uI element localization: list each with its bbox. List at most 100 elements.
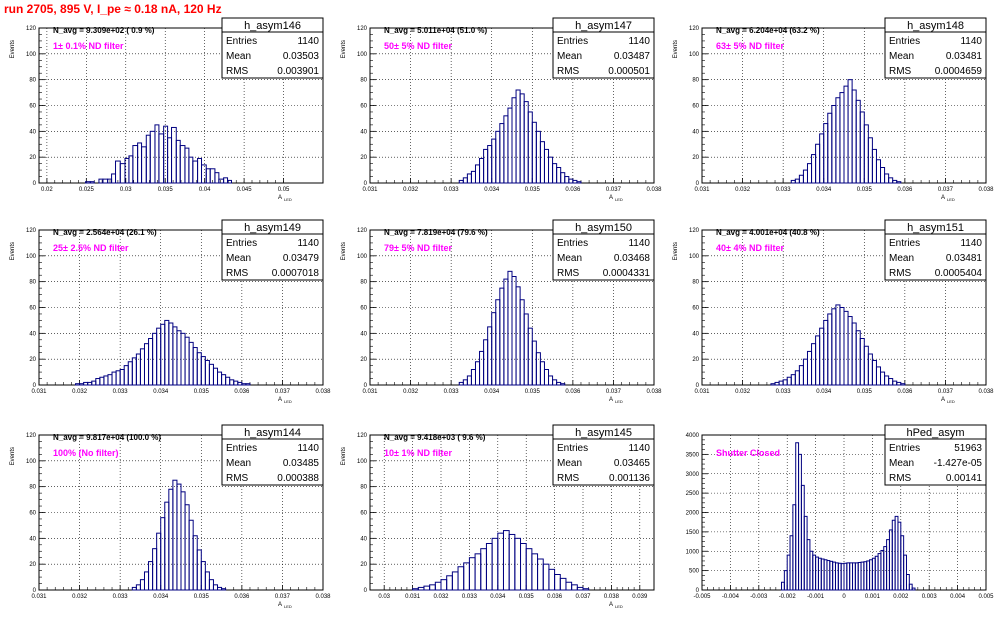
x-tick-label: 0.034 (153, 389, 169, 395)
x-tick-label: 0.004 (950, 594, 966, 600)
x-tick-label: 0 (842, 594, 846, 600)
stats-value: 0.0005404 (935, 268, 983, 279)
y-tick-label: 100 (26, 52, 37, 58)
x-tick-label: 0.032 (735, 187, 751, 193)
run-title: run 2705, 895 V, I_pe ≈ 0.18 nA, 120 Hz (4, 2, 222, 16)
y-tick-label: 0 (364, 181, 368, 187)
x-tick-label: 0.039 (632, 594, 648, 600)
y-tick-label: 0 (696, 383, 700, 389)
x-axis-title: A (609, 397, 613, 403)
y-tick-label: 20 (360, 562, 367, 568)
y-axis-title: Events (673, 242, 679, 260)
x-tick-label: 0.031 (694, 389, 710, 395)
stats-value: -1.427e-05 (934, 458, 983, 469)
x-axis-title: A (609, 195, 613, 201)
stats-value: 0.000388 (277, 473, 319, 484)
y-tick-label: 20 (29, 562, 36, 568)
stats-value: 0.03485 (283, 458, 320, 469)
histogram-panel: 0 20 40 60 80 100 120 0.03 0.031 0.032 0.033 0.034 0… (341, 424, 655, 609)
stats-value: 1140 (960, 36, 982, 47)
histogram-panel: 0 20 40 60 80 100 120 0.031 0.032 0.033 0.034 0.035… (341, 219, 662, 404)
x-tick-label: 0.038 (315, 389, 331, 395)
x-tick-label: 0.037 (575, 594, 591, 600)
stats-value: 0.0007018 (272, 268, 320, 279)
y-axis-title: Events (341, 447, 347, 465)
histogram-name: h_asym144 (244, 427, 301, 439)
x-tick-label: 0.035 (525, 187, 541, 193)
navg-label: N_avg = 9.418e+03 ( 9.6 %) (384, 433, 486, 442)
y-tick-label: 3000 (686, 472, 700, 478)
stats-box (884, 424, 987, 486)
navg-label: N_avg = 9.309e+02 ( 0.9 %) (53, 26, 155, 35)
stats-label: Mean (889, 253, 914, 264)
histogram-bin (560, 383, 566, 386)
x-tick-label: 0.035 (194, 389, 210, 395)
filter-label: 10± 1% ND filter (384, 448, 452, 458)
y-tick-label: 80 (360, 280, 367, 286)
x-tick-label: 0.037 (938, 187, 954, 193)
x-tick-label: 0.03 (378, 594, 390, 600)
x-axis-subscript: LED (284, 399, 292, 404)
stats-label: RMS (889, 66, 912, 77)
stats-value: 1140 (297, 443, 319, 454)
stats-value: 0.03487 (614, 51, 651, 62)
x-tick-label: 0.033 (776, 187, 792, 193)
stats-box (552, 424, 655, 486)
histogram-name: h_asym148 (907, 20, 964, 32)
x-tick-label: 0.038 (978, 389, 994, 395)
y-tick-label: 20 (692, 357, 699, 363)
y-tick-label: 20 (360, 357, 367, 363)
y-tick-label: 60 (360, 104, 367, 110)
x-tick-label: 0.033 (444, 187, 460, 193)
stats-value: 0.03481 (946, 253, 983, 264)
x-tick-label: 0.03 (120, 187, 132, 193)
x-tick-label: 0.036 (234, 594, 250, 600)
x-tick-label: 0.038 (604, 594, 620, 600)
x-tick-label: 0.04 (199, 187, 211, 193)
x-tick-label: 0.032 (735, 389, 751, 395)
x-tick-label: 0.02 (41, 187, 53, 193)
histogram-bin (903, 554, 907, 591)
stats-value: 0.03503 (283, 51, 320, 62)
y-tick-label: 120 (357, 26, 368, 32)
x-tick-label: -0.002 (779, 594, 797, 600)
filter-label: 79± 5% ND filter (384, 243, 452, 253)
x-tick-label: 0.036 (897, 389, 913, 395)
stats-value: 0.03465 (614, 458, 651, 469)
stats-value: 1140 (628, 443, 650, 454)
stats-label: RMS (557, 66, 580, 77)
y-tick-label: 120 (26, 433, 37, 439)
stats-label: RMS (889, 268, 912, 279)
y-axis-title: Events (10, 40, 16, 58)
x-axis-subscript: LED (615, 197, 623, 202)
stats-value: 0.00141 (946, 473, 983, 484)
x-tick-label: 0.034 (484, 389, 500, 395)
y-tick-label: 500 (689, 569, 700, 575)
navg-label: N_avg = 6.204e+04 (63.2 %) (716, 26, 820, 35)
stats-label: Entries (226, 238, 257, 249)
histogram-panel: 0 20 40 60 80 100 120 0.031 0.032 0.033 0.034 0.035… (673, 17, 994, 202)
y-tick-label: 0 (364, 383, 368, 389)
navg-label: N_avg = 4.001e+04 (40.8 %) (716, 228, 820, 237)
stats-box (552, 219, 655, 281)
histogram-name: hPed_asym (906, 427, 964, 439)
x-tick-label: 0.034 (816, 389, 832, 395)
histogram-bin (214, 172, 220, 184)
x-tick-label: 0.005 (978, 594, 994, 600)
x-axis-subscript: LED (615, 399, 623, 404)
y-tick-label: 0 (696, 181, 700, 187)
stats-label: Mean (557, 458, 582, 469)
stats-value: 1140 (297, 36, 319, 47)
y-tick-label: 0 (33, 181, 37, 187)
y-tick-label: 120 (357, 433, 368, 439)
x-tick-label: 0.032 (72, 594, 88, 600)
y-tick-label: 20 (29, 357, 36, 363)
x-axis-title: A (941, 397, 945, 403)
filter-label: 50± 5% ND filter (384, 41, 452, 51)
y-tick-label: 4000 (686, 433, 700, 439)
x-tick-label: 0.025 (79, 187, 95, 193)
navg-label: N_avg = 2.564e+04 (26.1 %) (53, 228, 157, 237)
stats-label: Entries (889, 36, 920, 47)
x-tick-label: 0.002 (893, 594, 909, 600)
stats-label: Entries (557, 238, 588, 249)
